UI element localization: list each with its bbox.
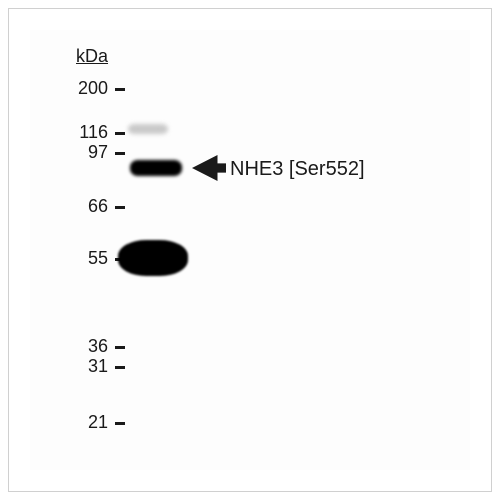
blot-area: kDa 200 11697 66 55 3631 21 NHE3 [Ser552] [30, 30, 470, 470]
mw-label-21: 21 [88, 412, 108, 433]
annotation-label: NHE3 [Ser552] [230, 158, 365, 181]
mw-label-97: 97 [88, 142, 108, 163]
mw-tick-66 [115, 206, 125, 209]
mw-label-31: 31 [88, 356, 108, 377]
mw-label-66: 66 [88, 196, 108, 217]
mw-tick-36 [115, 346, 125, 349]
band-116faint [128, 124, 168, 134]
kda-header: kDa [76, 46, 108, 67]
mw-tick-97 [115, 152, 125, 155]
mw-label-200: 200 [78, 78, 108, 99]
mw-label-36: 36 [88, 336, 108, 357]
mw-tick-31 [115, 366, 125, 369]
mw-tick-116 [115, 132, 125, 135]
annotation-arrow [192, 155, 226, 181]
mw-tick-21 [115, 422, 125, 425]
band-nhe3 [130, 160, 182, 176]
mw-label-55: 55 [88, 248, 108, 269]
band-55kda [118, 240, 188, 276]
mw-tick-200 [115, 88, 125, 91]
mw-label-116: 116 [79, 122, 108, 143]
